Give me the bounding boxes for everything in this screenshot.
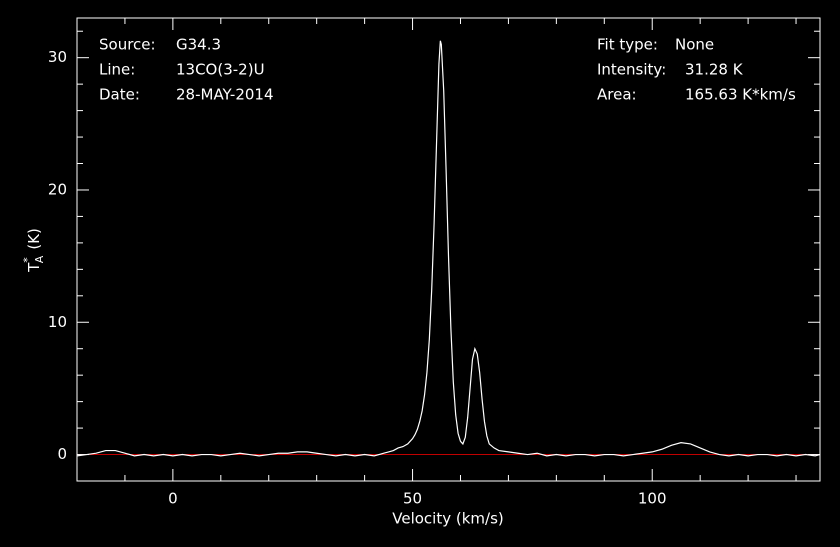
info-value: None: [675, 36, 714, 54]
y-label-sup: *: [21, 257, 34, 263]
info-value: 28-MAY-2014: [176, 86, 274, 104]
plot-frame: [76, 17, 821, 482]
info-label: Source:: [99, 36, 156, 54]
y-axis-label: T*A (K): [21, 228, 46, 273]
info-label: Date:: [99, 86, 140, 104]
y-label-unit: (K): [25, 228, 43, 250]
y-tick-label: 30: [48, 48, 67, 66]
x-tick-label: 0: [168, 490, 178, 508]
info-value: 165.63 K*km/s: [685, 86, 796, 104]
info-label: Intensity:: [597, 61, 666, 79]
info-value: 31.28 K: [685, 61, 744, 79]
info-label: Fit type:: [597, 36, 658, 54]
info-value: 13CO(3-2)U: [176, 61, 265, 79]
y-tick-label: 0: [57, 445, 67, 463]
x-tick-label: 100: [638, 490, 667, 508]
spectrum-line: [76, 40, 821, 457]
y-tick-label: 10: [48, 313, 67, 331]
y-label-base: T: [25, 262, 43, 273]
x-axis-label: Velocity (km/s): [392, 510, 503, 528]
y-tick-label: 20: [48, 180, 67, 198]
info-label: Area:: [597, 86, 637, 104]
x-tick-label: 50: [403, 490, 422, 508]
info-value: G34.3: [176, 36, 221, 54]
y-label-sub: A: [33, 255, 46, 263]
info-label: Line:: [99, 61, 135, 79]
